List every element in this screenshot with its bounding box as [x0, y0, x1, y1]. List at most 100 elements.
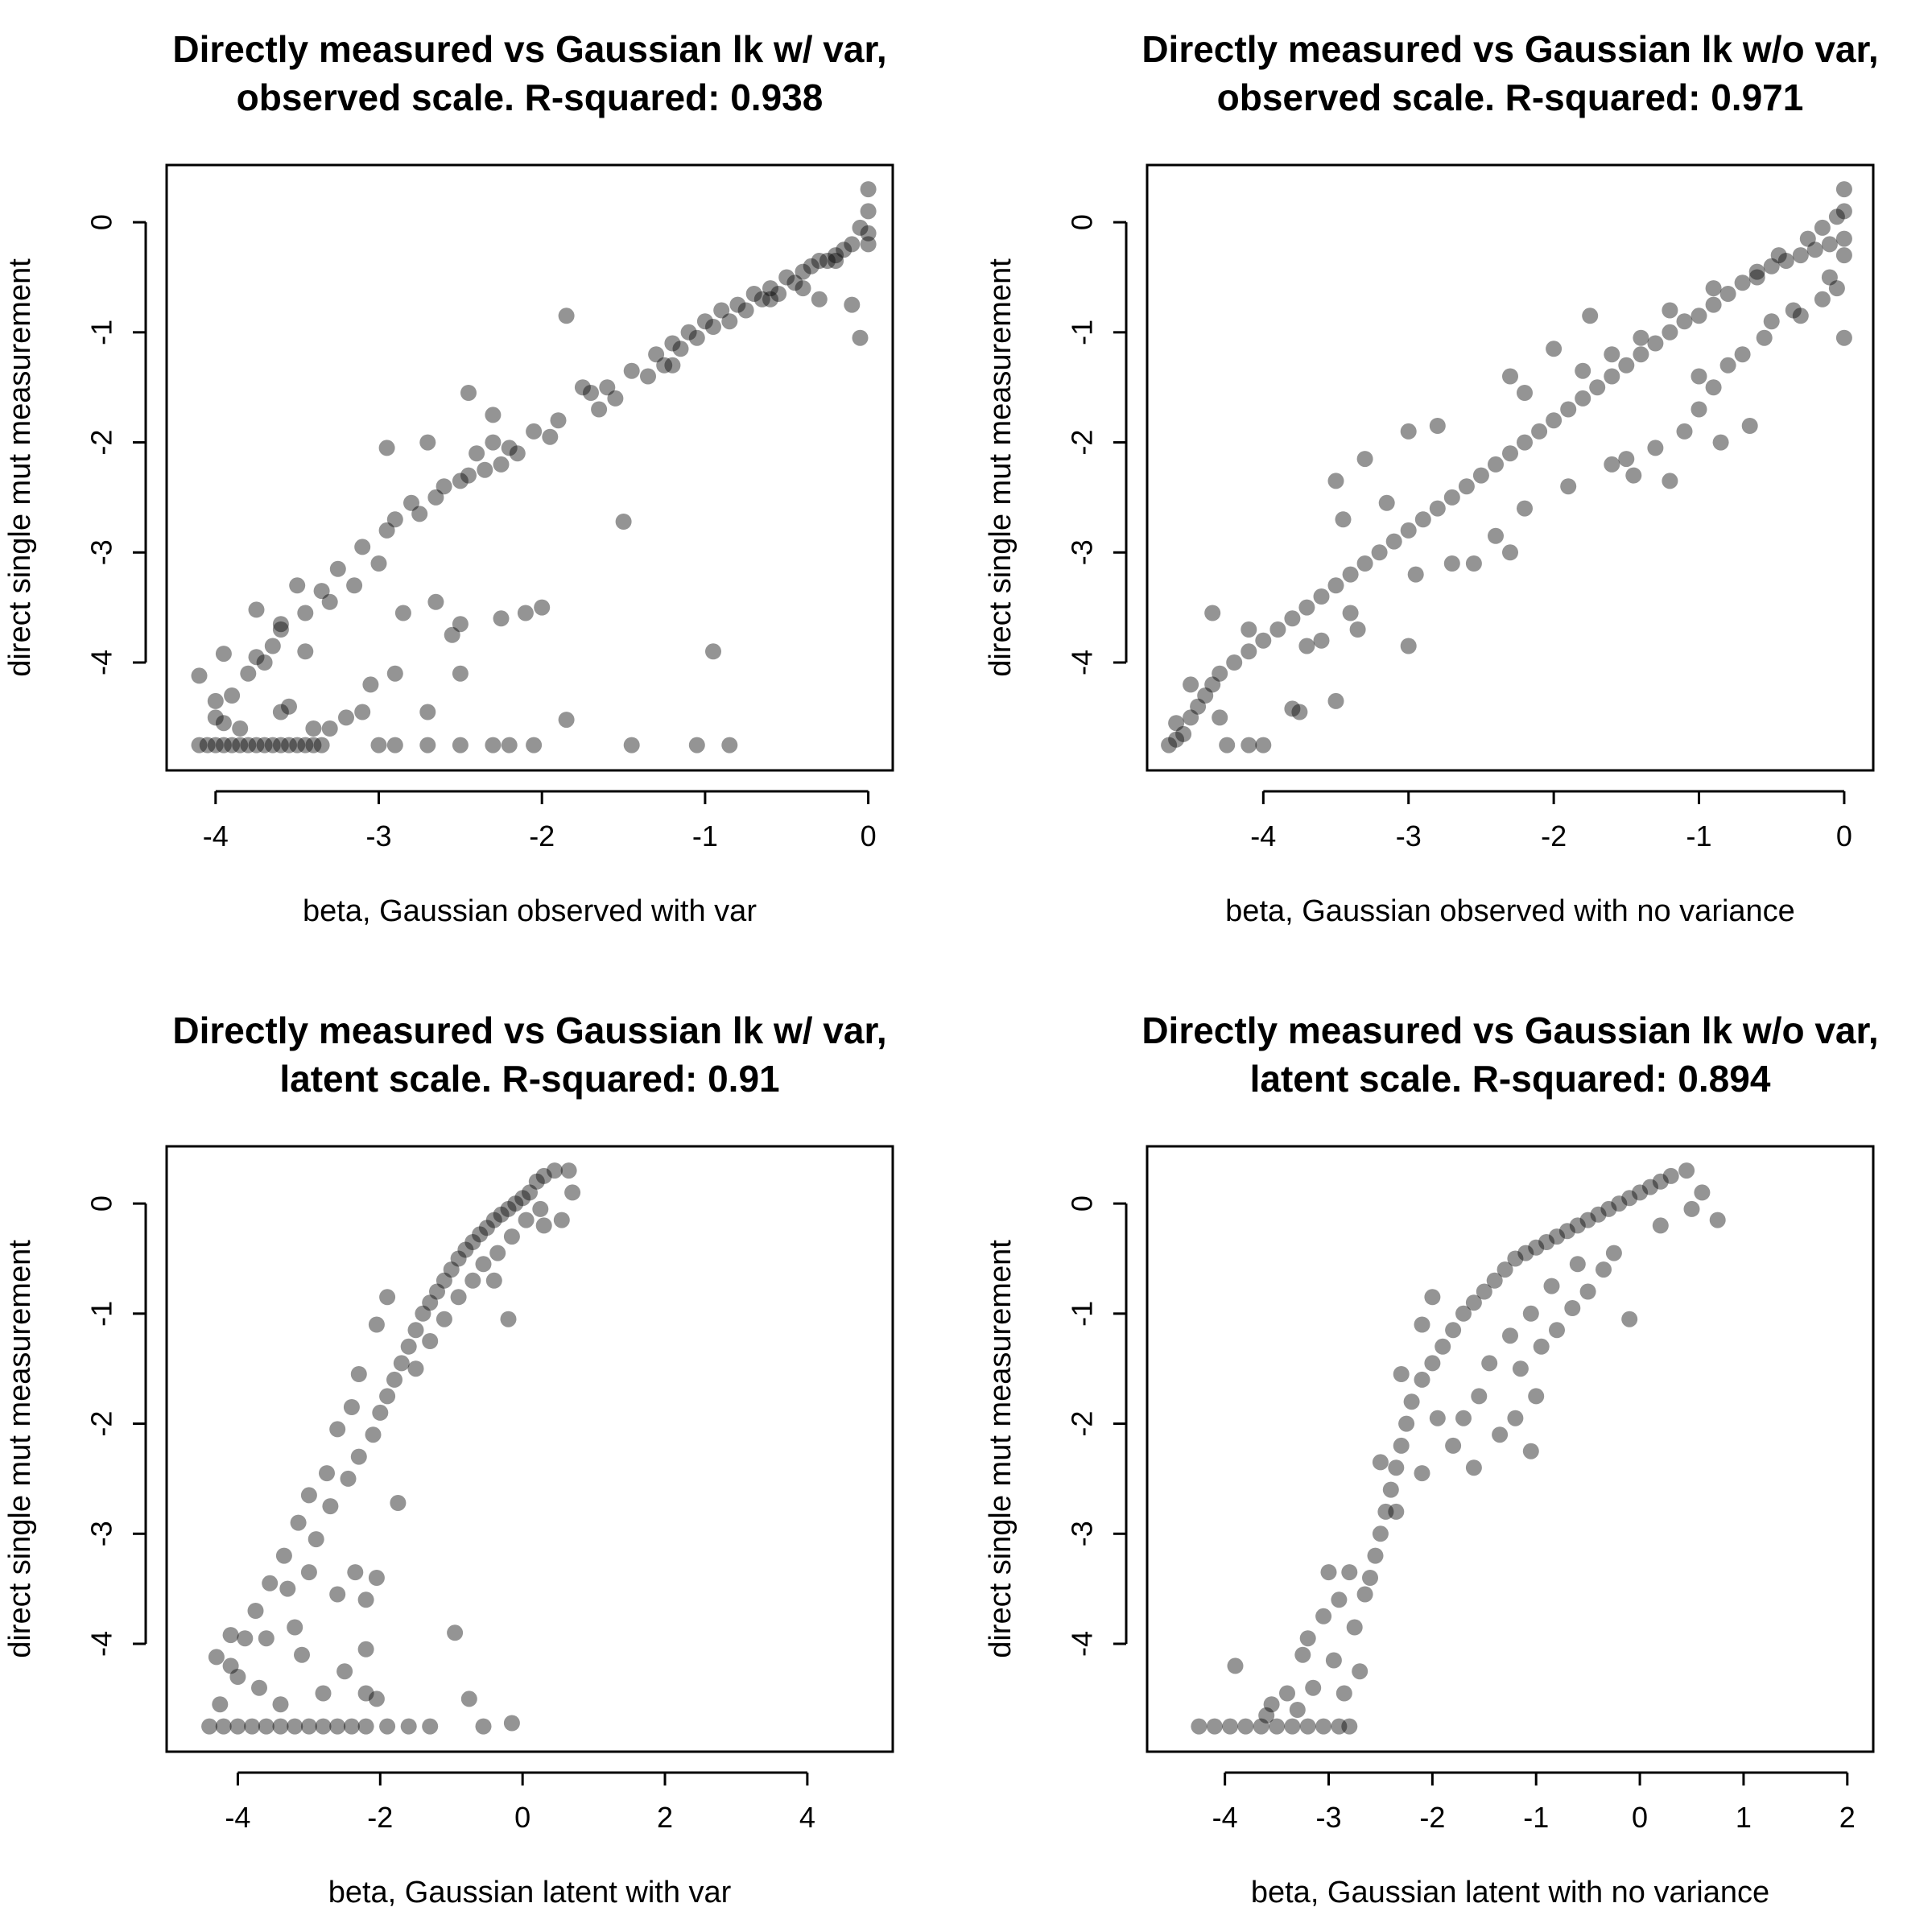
data-point: [215, 646, 232, 663]
data-point: [322, 1498, 339, 1515]
data-point: [1647, 440, 1664, 456]
data-point: [258, 1630, 275, 1647]
plot-frame: [1146, 1145, 1875, 1753]
x-tick-label: 1: [1736, 1801, 1752, 1834]
data-point: [475, 1718, 492, 1735]
data-point: [1652, 1173, 1669, 1190]
scatter-panel-1: Directly measured vs Gaussian lk w/ var,…: [3, 28, 894, 928]
data-point: [436, 1272, 452, 1289]
data-point: [819, 253, 836, 269]
data-point: [1604, 368, 1620, 385]
scatter-panel-4: Directly measured vs Gaussian lk w/o var…: [984, 1009, 1879, 1909]
data-point: [1590, 1206, 1607, 1223]
x-tick-label: -2: [1419, 1801, 1445, 1834]
data-point: [1341, 1564, 1358, 1581]
data-point: [860, 225, 877, 242]
data-point: [550, 412, 567, 429]
data-point: [493, 610, 510, 627]
data-point: [1481, 1355, 1498, 1372]
data-point: [1690, 401, 1707, 418]
data-point: [1168, 715, 1185, 732]
y-tick-label: 0: [1066, 1195, 1099, 1212]
data-point: [287, 1718, 303, 1735]
x-tick-label: -1: [1686, 819, 1712, 852]
data-point: [222, 1627, 239, 1644]
x-tick-label: 2: [1839, 1801, 1856, 1834]
data-point: [1191, 1718, 1208, 1735]
x-axis-label: beta, Gaussian observed with var: [303, 894, 757, 928]
data-point: [1342, 605, 1359, 621]
data-point: [240, 665, 257, 682]
data-point: [1255, 737, 1272, 753]
chart-title: Directly measured vs Gaussian lk w/o var…: [1141, 1009, 1878, 1051]
data-point: [329, 1586, 346, 1603]
y-tick-label: -2: [85, 1411, 118, 1437]
data-point: [1719, 357, 1736, 374]
data-point: [1445, 1437, 1462, 1454]
data-point: [1835, 247, 1852, 264]
data-point: [222, 1657, 239, 1674]
y-tick-label: -3: [1066, 1521, 1099, 1546]
data-point: [1596, 1261, 1612, 1278]
data-point: [1263, 1696, 1280, 1713]
data-point: [1269, 1718, 1286, 1735]
data-point: [338, 709, 354, 726]
data-point: [1517, 385, 1533, 401]
data-point: [305, 737, 322, 753]
data-point: [1204, 605, 1221, 621]
data-point: [1546, 341, 1563, 357]
data-point: [1492, 1426, 1509, 1443]
x-axis-label: beta, Gaussian observed with no variance: [1225, 894, 1795, 928]
data-point: [1183, 709, 1199, 726]
y-tick-label: -1: [1066, 320, 1099, 345]
data-point: [444, 626, 460, 643]
data-point: [811, 253, 828, 269]
data-point: [1465, 1294, 1482, 1311]
data-point: [207, 692, 224, 709]
data-point: [378, 440, 395, 456]
data-point: [1299, 1630, 1316, 1647]
data-point: [1414, 1465, 1430, 1482]
data-point: [1676, 313, 1693, 330]
data-point: [672, 341, 689, 357]
data-point: [1313, 632, 1330, 649]
y-axis-label: direct single mut measurement: [984, 1240, 1018, 1658]
data-point: [457, 1241, 474, 1258]
data-point: [558, 308, 575, 324]
data-point: [1785, 302, 1802, 319]
data-point: [1549, 1322, 1565, 1339]
data-point: [778, 269, 795, 286]
data-point: [1455, 1305, 1472, 1322]
data-point: [1327, 692, 1344, 709]
data-point: [1777, 253, 1794, 269]
data-point: [224, 737, 241, 753]
x-tick-label: -2: [1541, 819, 1567, 852]
data-point: [443, 1261, 460, 1278]
data-point: [828, 253, 844, 269]
data-point: [1748, 269, 1765, 286]
data-point: [811, 291, 828, 308]
data-point: [386, 511, 403, 528]
chart-title: latent scale. R-squared: 0.894: [1250, 1058, 1771, 1100]
data-point: [1279, 1685, 1295, 1702]
data-point: [1471, 1388, 1488, 1405]
data-point: [532, 1200, 549, 1217]
data-point: [503, 1228, 520, 1245]
data-point: [1734, 275, 1751, 291]
data-points: [1161, 181, 1852, 753]
data-point: [493, 456, 510, 473]
data-point: [264, 737, 281, 753]
data-point: [844, 236, 861, 253]
data-point: [1502, 1327, 1518, 1344]
data-point: [1284, 1718, 1301, 1735]
data-point: [615, 514, 632, 530]
data-point: [201, 1718, 218, 1735]
data-point: [762, 280, 778, 297]
data-point: [272, 704, 289, 720]
data-point: [313, 583, 330, 600]
data-point: [1403, 1393, 1420, 1410]
data-point: [1183, 676, 1199, 693]
data-point: [493, 1206, 510, 1223]
data-point: [251, 1679, 267, 1696]
data-point: [1327, 473, 1344, 489]
